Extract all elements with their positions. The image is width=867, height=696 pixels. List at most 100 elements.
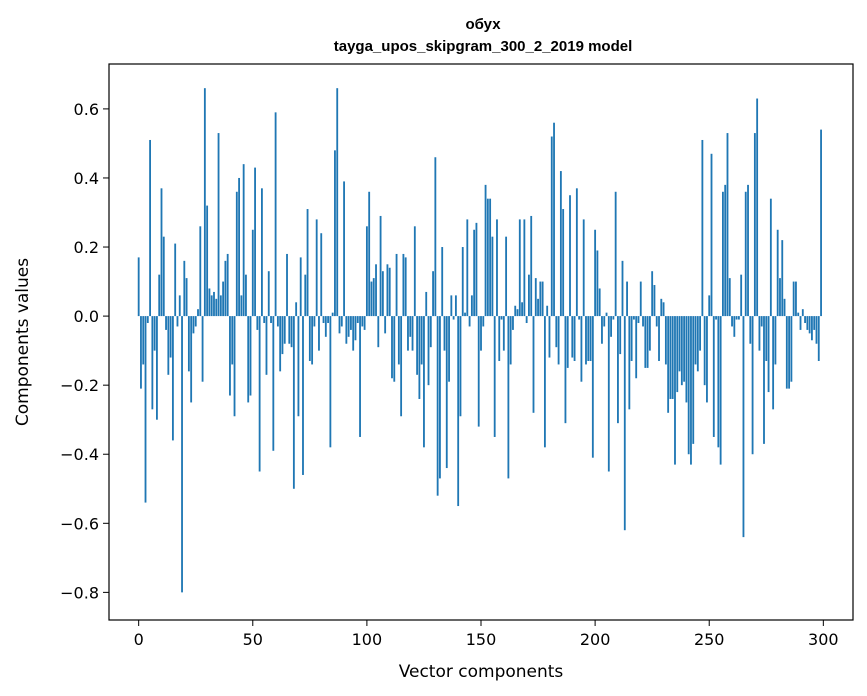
bar [290,316,293,348]
bar [601,316,603,344]
x-tick-label: 250 [694,630,725,649]
bar [304,274,307,317]
bar [658,316,660,361]
y-tick-label: 0.6 [74,100,99,119]
bar [742,316,745,538]
y-tick-label: −0.6 [60,514,99,533]
bar [445,316,448,469]
bar [162,236,165,317]
bar-series [137,88,822,593]
bar [505,236,508,317]
bar [539,281,542,317]
bar [521,302,523,317]
bar [799,316,802,330]
bar [158,274,161,317]
bar [443,316,446,351]
bar [781,240,784,317]
bar [203,88,206,317]
bar [470,295,473,317]
bar [623,316,626,531]
bar [475,222,478,317]
bar [692,316,695,444]
bar [696,316,699,372]
bar [263,316,266,324]
bar [174,243,177,317]
bar [664,316,667,365]
bar [176,316,179,327]
bar [327,316,330,324]
bar [703,316,706,386]
bar [464,312,466,317]
bar [795,281,797,317]
bar [404,257,407,317]
bar [190,316,193,403]
bar [683,316,686,382]
bar [772,316,775,410]
x-tick-label: 300 [808,630,839,649]
bar [423,316,425,448]
bar [292,316,295,489]
bar [226,253,229,317]
bar [612,316,615,320]
bar [363,316,366,330]
bar [564,316,567,424]
bar [648,316,651,351]
bar [265,316,268,375]
bar [183,260,186,317]
bar [217,133,220,317]
bar [165,316,167,330]
bar [181,316,183,593]
bar [393,316,396,382]
bar [644,316,647,368]
bar [386,264,389,317]
bar [441,247,444,317]
bar [192,316,195,334]
bar [397,316,400,365]
bar [167,316,170,375]
bar [811,316,813,341]
bar [368,191,371,317]
bar [429,316,432,348]
bar [769,198,772,317]
plot-frame [108,63,854,621]
bar [753,133,756,317]
bar [550,136,553,317]
bar [617,316,619,424]
bar [439,316,441,479]
bar [365,226,368,317]
chart-subtitle: tayga_upos_skipgram_300_2_2019 model [334,38,633,55]
bar [512,316,514,330]
bar [169,316,172,358]
bar [669,316,672,399]
bar [694,316,697,365]
bar [797,312,800,317]
bar [270,316,272,324]
bar [758,316,761,351]
bar [247,316,250,403]
bar [153,316,156,351]
bar [233,316,236,417]
bar [783,298,786,317]
bar [619,316,622,355]
bar [596,250,599,317]
bar [347,316,350,337]
bar [706,316,708,403]
bar [281,316,284,355]
bar [137,257,140,317]
x-tick-label: 50 [243,630,263,649]
bar [245,274,247,317]
y-tick-label: −0.2 [60,376,99,395]
bar [717,316,720,448]
bar [493,316,496,437]
x-tick-label: 150 [466,630,497,649]
bar [605,312,608,317]
bar [160,188,163,317]
bar [765,316,768,361]
bar [722,191,724,317]
bar [482,316,485,327]
bar [194,316,197,327]
bar [331,312,334,317]
bar [427,316,430,386]
bar [728,278,731,317]
